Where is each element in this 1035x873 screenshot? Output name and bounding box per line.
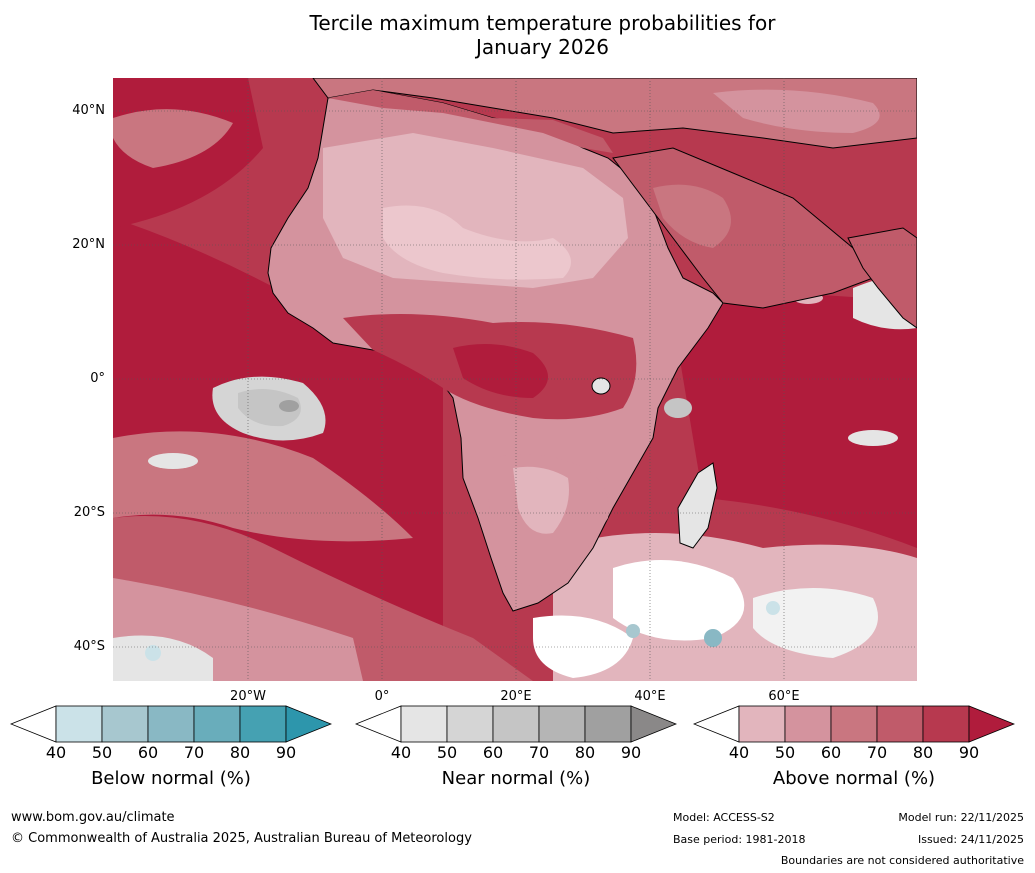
colorbar-near-label: Near normal (%) [441, 768, 591, 789]
colorbar-above-tick: 90 [958, 743, 980, 762]
lat-label-40s: 40°S [73, 639, 105, 654]
colorbar-below-ticks: 40 50 60 70 80 90 [10, 743, 332, 763]
below-patch-3 [766, 601, 780, 615]
colorbar-above-tick: 50 [774, 743, 796, 762]
lon-label-20w: 20°W [230, 689, 266, 704]
colorbar-near-tick: 70 [528, 743, 550, 762]
colorbar-below-swatch [193, 705, 241, 743]
colorbar-above-extend-low [693, 705, 740, 743]
colorbar-near-swatch [446, 705, 494, 743]
forecast-map[interactable] [113, 78, 917, 681]
below-patch-2 [626, 624, 640, 638]
somalia-near [664, 398, 692, 418]
asia-light [713, 89, 880, 133]
colorbar-near-tick: 50 [436, 743, 458, 762]
southern-white-2 [753, 588, 878, 658]
arabia-light [653, 184, 731, 248]
colorbar-near-ticks: 40 50 60 70 80 90 [355, 743, 677, 763]
colorbar-above-extend-high [968, 705, 1015, 743]
sahara-lighter [383, 205, 571, 280]
title-line-1: Tercile maximum temperature probabilitie… [309, 11, 776, 35]
colorbar-near-swatch [538, 705, 586, 743]
chart-title: Tercile maximum temperature probabilitie… [0, 11, 1035, 59]
mediterranean [328, 90, 613, 153]
india-land [847, 227, 917, 329]
colorbar-above-tick: 80 [912, 743, 934, 762]
title-line-2: January 2026 [475, 35, 610, 59]
lake-victoria [591, 377, 611, 395]
colorbar-above-label: Above normal (%) [772, 768, 936, 789]
graticule [113, 78, 917, 681]
footer-base-period: Base period: 1981-2018 [673, 833, 806, 846]
colorbar-above-swatch [830, 705, 878, 743]
lat-label-20n: 20°N [72, 237, 105, 252]
colorbar-below-swatch [101, 705, 149, 743]
colorbar-near-tick: 40 [390, 743, 412, 762]
atlantic-near-core [238, 389, 301, 427]
lat-label-40n: 40°N [72, 103, 105, 118]
colorbar-below-tick: 60 [137, 743, 159, 762]
colorbar-above-swatch [738, 705, 786, 743]
southern-white-3 [533, 615, 633, 678]
colorbar-above-ticks: 40 50 60 70 80 90 [693, 743, 1015, 763]
footer-issued: Issued: 24/11/2025 [917, 833, 1024, 846]
colorbar-below-tick: 90 [275, 743, 297, 762]
colorbar-near-swatch [584, 705, 632, 743]
footer-model: Model: ACCESS-S2 [673, 811, 775, 824]
lon-label-20e: 20°E [500, 689, 532, 704]
ocean-deep-indian [673, 295, 917, 548]
colorbar-below-swatch [55, 705, 103, 743]
colorbar-below-swatch [239, 705, 287, 743]
colorbar-below-tick: 40 [45, 743, 67, 762]
madagascar-land [677, 462, 718, 549]
lon-label-40e: 40°E [634, 689, 666, 704]
colorbar-near-tick: 80 [574, 743, 596, 762]
atlantic-white-patch [148, 453, 198, 469]
lon-label-0: 0° [374, 689, 390, 704]
colorbar-below-tick: 50 [91, 743, 113, 762]
footer-model-run: Model run: 22/11/2025 [898, 811, 1024, 824]
colorbar-below-label: Below normal (%) [91, 768, 251, 789]
southern-white-1 [613, 560, 745, 641]
map-canvas [113, 78, 917, 681]
colorbar-below-extend-low [10, 705, 57, 743]
colorbar-above-tick: 70 [866, 743, 888, 762]
colorbar-near-tick: 90 [620, 743, 642, 762]
southern-africa-light [513, 466, 569, 534]
footer-website[interactable]: www.bom.gov.au/climate [11, 810, 175, 825]
lon-label-60e: 60°E [768, 689, 800, 704]
colorbar-near-swatches [355, 705, 677, 743]
colorbar-above-swatch [876, 705, 924, 743]
colorbar-near-swatch [400, 705, 448, 743]
lat-label-0: 0° [90, 371, 105, 386]
colorbar-near-tick: 60 [482, 743, 504, 762]
colorbar-above-swatches [693, 705, 1015, 743]
colorbar-near-extend-low [355, 705, 402, 743]
colorbar-near-swatch [492, 705, 540, 743]
colorbar-above-tick: 40 [728, 743, 750, 762]
footer-disclaimer: Boundaries are not considered authoritat… [780, 854, 1024, 867]
colorbar-below-tick: 70 [183, 743, 205, 762]
colorbar-below-swatches [10, 705, 332, 743]
below-patch-4 [145, 645, 161, 661]
colorbar-below-swatch [147, 705, 195, 743]
ocean-patch [113, 109, 233, 168]
colorbar-below-extend-high [285, 705, 332, 743]
indian-near-2 [848, 430, 898, 446]
colorbar-above-swatch [784, 705, 832, 743]
colorbar-above-swatch [922, 705, 970, 743]
footer-copyright: © Commonwealth of Australia 2025, Austra… [11, 831, 472, 846]
atlantic-near-dark [279, 400, 299, 412]
colorbar-below-tick: 80 [229, 743, 251, 762]
below-patch-1 [704, 629, 722, 647]
congo-dark [453, 344, 548, 398]
colorbar-near-extend-high [630, 705, 677, 743]
lat-label-20s: 20°S [73, 505, 105, 520]
colorbar-above-tick: 60 [820, 743, 842, 762]
